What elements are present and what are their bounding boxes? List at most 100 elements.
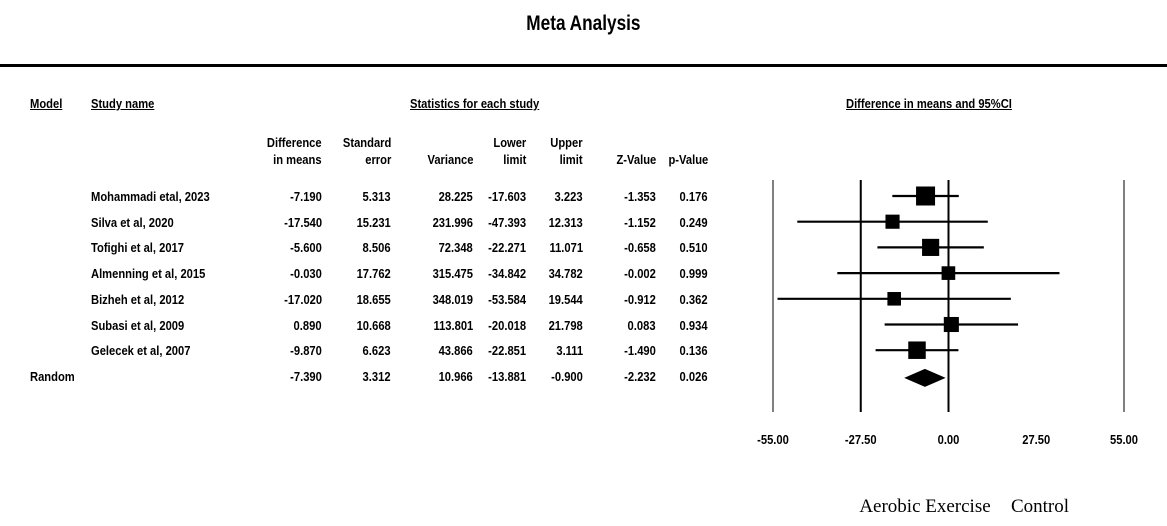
study-se-cell: 5.313 <box>363 189 391 204</box>
col-header-lower: Lower limit <box>493 134 526 168</box>
study-variance-cell: 315.475 <box>432 266 473 282</box>
col-header-lower-line1: Lower <box>493 135 526 150</box>
study-z-cell: -1.152 <box>624 214 656 230</box>
study-name-cell: Gelecek et al, 2007 <box>91 343 191 359</box>
col-header-diff: Difference in means <box>267 134 322 168</box>
study-z-cell: -1.490 <box>624 343 656 359</box>
summary-variance-cell: 10.966 <box>438 368 473 384</box>
summary-p-cell: 0.026 <box>680 368 708 384</box>
study-upper-cell: 3.223 <box>555 189 583 204</box>
point-estimate-square <box>887 292 901 306</box>
study-name-cell: Bizheh et al, 2012 <box>91 291 185 307</box>
study-upper-cell: 19.544 <box>548 291 583 307</box>
col-header-upper: Upper limit <box>551 134 583 168</box>
point-estimate-square <box>916 186 936 206</box>
study-lower-cell: -20.018 <box>488 317 526 333</box>
study-diff-cell: 0.890 <box>294 317 322 333</box>
page-title: Meta Analysis <box>526 12 641 35</box>
study-variance-cell: 72.348 <box>438 240 473 256</box>
study-p-cell: 0.510 <box>680 240 708 256</box>
study-se-cell: 6.623 <box>363 343 391 359</box>
study-z-cell: -0.002 <box>624 266 656 282</box>
study-name-cell: Silva et al, 2020 <box>91 214 174 230</box>
favours-right-label: Control <box>1010 496 1070 517</box>
study-se-cell: 8.506 <box>363 240 391 256</box>
study-diff-cell: -7.190 <box>290 189 322 204</box>
study-se-cell: 10.668 <box>356 317 391 333</box>
study-upper-cell: 11.071 <box>549 240 583 256</box>
col-header-diff-line1: Difference <box>267 135 322 150</box>
study-z-cell: 0.083 <box>628 317 656 333</box>
study-p-cell: 0.362 <box>680 291 708 307</box>
study-variance-cell: 231.996 <box>432 214 473 230</box>
study-lower-cell: -53.584 <box>488 291 526 307</box>
study-p-cell: 0.176 <box>680 189 708 204</box>
statistics-header: Statistics for each study <box>410 96 540 111</box>
x-tick-label: 0.00 <box>938 432 960 447</box>
study-lower-cell: -22.271 <box>488 240 526 256</box>
point-estimate-square <box>885 214 900 229</box>
title-divider <box>0 64 1167 67</box>
col-header-p: p-Value <box>668 152 708 167</box>
study-lower-cell: -17.603 <box>488 189 526 204</box>
study-name-cell: Mohammadi etal, 2023 <box>91 189 210 204</box>
col-header-variance: Variance <box>426 152 473 167</box>
study-name-header: Study name <box>91 96 155 111</box>
study-se-cell: 15.231 <box>356 214 391 230</box>
col-header-upper-line2: limit <box>560 152 583 167</box>
col-header-se: Standard error <box>343 134 391 168</box>
study-upper-cell: 12.313 <box>548 214 583 230</box>
study-p-cell: 0.249 <box>680 214 708 230</box>
summary-diff-cell: -7.390 <box>290 368 322 384</box>
col-header-se-line1: Standard <box>342 135 391 150</box>
study-p-cell: 0.136 <box>680 343 708 359</box>
study-name-cell: Almenning et al, 2015 <box>91 266 206 282</box>
study-diff-cell: -0.030 <box>290 266 322 282</box>
point-estimate-square <box>908 341 926 359</box>
study-diff-cell: -5.600 <box>290 240 322 256</box>
study-name-cell: Tofighi et al, 2017 <box>91 240 184 256</box>
study-lower-cell: -22.851 <box>488 343 526 359</box>
col-header-lower-line2: limit <box>503 152 526 167</box>
col-header-diff-line2: in means <box>273 152 322 167</box>
point-estimate-square <box>943 316 959 333</box>
study-lower-cell: -47.393 <box>488 214 526 230</box>
summary-model-label: Random <box>30 368 75 384</box>
study-lower-cell: -34.842 <box>488 266 526 282</box>
study-upper-cell: 21.798 <box>548 317 583 333</box>
study-z-cell: -1.353 <box>624 189 656 204</box>
study-variance-cell: 348.019 <box>432 291 473 307</box>
study-variance-cell: 28.225 <box>438 189 473 204</box>
col-header-upper-line1: Upper <box>550 135 583 150</box>
study-upper-cell: 3.111 <box>556 343 583 359</box>
study-variance-cell: 43.866 <box>438 343 473 359</box>
study-diff-cell: -17.020 <box>284 291 322 307</box>
model-header: Model <box>30 96 63 111</box>
x-tick-label: -27.50 <box>845 432 877 447</box>
study-diff-cell: -17.540 <box>284 214 322 230</box>
summary-z-cell: -2.232 <box>624 368 656 384</box>
summary-se-cell: 3.312 <box>363 368 391 384</box>
study-diff-cell: -9.870 <box>290 343 322 359</box>
x-tick-label: 55.00 <box>1110 432 1138 447</box>
point-estimate-square <box>941 266 956 280</box>
study-p-cell: 0.934 <box>680 317 708 333</box>
study-upper-cell: 34.782 <box>548 266 583 282</box>
study-se-cell: 18.655 <box>356 291 391 307</box>
favours-left-label: Aerobic Exercise <box>859 496 991 517</box>
x-tick-label: -55.00 <box>757 432 789 447</box>
forest-plot: -55.00 -27.50 0.00 27.50 55.00 <box>757 180 1138 447</box>
col-header-se-line2: error <box>364 152 391 167</box>
x-tick-label: 27.50 <box>1022 432 1050 447</box>
plot-header: Difference in means and 95%CI <box>846 96 1012 111</box>
point-estimate-square <box>922 238 940 256</box>
summary-diamond <box>904 368 946 387</box>
study-z-cell: -0.658 <box>624 240 656 256</box>
summary-lower-cell: -13.881 <box>488 368 526 384</box>
study-name-cell: Subasi et al, 2009 <box>91 317 185 333</box>
study-p-cell: 0.999 <box>680 266 708 282</box>
col-header-z: Z-Value <box>616 152 656 167</box>
summary-upper-cell: -0.900 <box>551 368 583 384</box>
study-z-cell: -0.912 <box>624 291 656 307</box>
study-se-cell: 17.762 <box>356 266 391 282</box>
